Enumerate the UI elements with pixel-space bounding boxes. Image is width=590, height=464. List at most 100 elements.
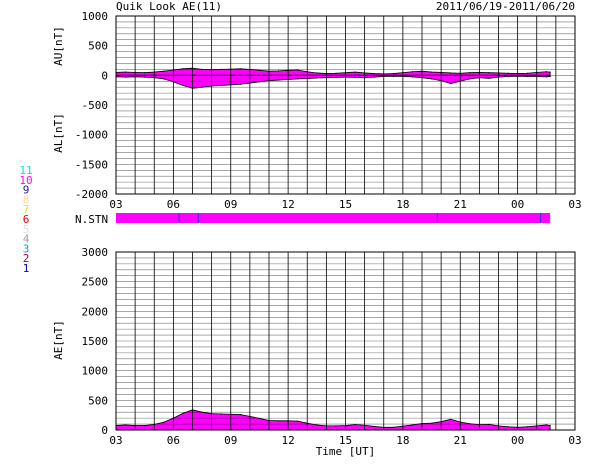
- au-series-point: [144, 72, 146, 74]
- al-series-point: [297, 78, 299, 80]
- al-series-point: [316, 77, 318, 79]
- header: Quik Look AE(11) 2011/06/19-2011/06/20: [116, 0, 575, 13]
- x-tick-label: 09: [224, 198, 237, 211]
- au-series-point: [488, 72, 490, 74]
- au-series-point: [469, 72, 471, 74]
- legend-station-8: 8: [23, 193, 30, 206]
- al-series-point: [182, 84, 184, 87]
- au-series-point: [430, 71, 433, 73]
- x-tick-label: 06: [167, 198, 180, 211]
- al-series-point: [373, 76, 375, 78]
- legend-station-6: 6: [23, 213, 30, 226]
- al-series-point: [430, 78, 433, 80]
- au-series-point: [411, 71, 414, 73]
- x-tick-label: 03: [109, 434, 122, 447]
- y-tick-label: 1000: [82, 365, 109, 378]
- x-tick-label: 06: [167, 434, 180, 447]
- al-series-point: [549, 75, 551, 78]
- x-tick-label: 21: [454, 198, 467, 211]
- legend-station-1: 1: [23, 262, 30, 275]
- ae-series-point: [144, 424, 146, 427]
- y-tick-label: 0: [101, 424, 108, 437]
- al-series: [115, 74, 551, 89]
- y-tick-label: 1500: [82, 335, 109, 348]
- al-series-point: [526, 75, 528, 78]
- station-count-bar: N.STN: [75, 213, 551, 226]
- legend-station-3: 3: [23, 242, 30, 255]
- x-tick-label: 03: [568, 434, 581, 447]
- ae-series-point: [277, 420, 280, 422]
- plot-frame: [115, 251, 576, 431]
- y-axis-label: AE[nT]: [52, 320, 65, 360]
- ae-series-point: [507, 426, 509, 428]
- au-series-point: [526, 72, 528, 74]
- ae-series: [115, 409, 551, 431]
- ae-series-point: [335, 425, 337, 427]
- au-series-point: [450, 72, 452, 74]
- al-series-point: [144, 76, 146, 78]
- x-tick-label: 15: [339, 434, 352, 447]
- x-tick-label: 00: [511, 434, 524, 447]
- al-series-point: [450, 83, 452, 85]
- ae-series-point: [526, 426, 528, 428]
- legend-station-11: 11: [19, 164, 32, 177]
- al-series-point: [335, 76, 337, 79]
- ae-series-point: [392, 426, 394, 428]
- ae-series-point: [411, 424, 414, 426]
- ae-series-point: [373, 425, 375, 428]
- y-axis-label: AU[nT]: [52, 26, 65, 66]
- ae-series-point: [124, 424, 127, 426]
- au-series-point: [335, 72, 337, 74]
- ae-series-point: [450, 418, 452, 420]
- au-series: [115, 67, 551, 76]
- x-tick-label: 21: [454, 434, 467, 447]
- legend-station-9: 9: [23, 184, 30, 197]
- ae-series-point: [549, 424, 551, 427]
- au-series-point: [163, 70, 165, 72]
- au-series-point: [316, 72, 318, 74]
- y-tick-label: 2000: [82, 305, 109, 318]
- au-series-point: [507, 72, 509, 74]
- x-axis-title: Time [UT]: [316, 445, 376, 458]
- au-series-point: [549, 71, 551, 73]
- x-tick-label: 18: [396, 434, 409, 447]
- au-series-point: [124, 71, 127, 73]
- al-series-point: [469, 78, 471, 80]
- x-tick-label: 09: [224, 434, 237, 447]
- al-series-point: [277, 79, 280, 81]
- al-series-point: [392, 75, 394, 77]
- ae-series-point: [545, 424, 547, 426]
- x-tick-label: 15: [339, 198, 352, 211]
- au-series-point: [258, 69, 261, 71]
- y-tick-label: 2500: [82, 276, 109, 289]
- legend-station-4: 4: [23, 233, 30, 246]
- al-series-point: [124, 76, 127, 78]
- au-series-point: [545, 71, 547, 73]
- al-series-point: [411, 76, 414, 78]
- x-tick-label: 03: [568, 198, 581, 211]
- y-tick-label: 500: [88, 40, 108, 53]
- legend-station-2: 2: [23, 252, 30, 265]
- y-tick-label: 0: [101, 69, 108, 82]
- al-series-point: [545, 76, 547, 78]
- y-tick-label: -500: [82, 99, 109, 112]
- x-tick-label: 18: [396, 198, 409, 211]
- nstn-bar-fill: [116, 213, 551, 223]
- al-series-point: [239, 83, 241, 85]
- x-tick-label: 12: [282, 434, 295, 447]
- au-series-point: [373, 72, 375, 75]
- al-series-point: [488, 77, 490, 79]
- al-series-point: [354, 76, 356, 79]
- au-series-point: [277, 70, 280, 72]
- ae-series-point: [220, 413, 222, 415]
- nstn-label: N.STN: [75, 213, 108, 226]
- y-axis-label: AL[nT]: [52, 113, 65, 153]
- y-tick-label: -1500: [75, 158, 108, 171]
- x-tick-label: 12: [282, 198, 295, 211]
- au-series-point: [392, 72, 394, 75]
